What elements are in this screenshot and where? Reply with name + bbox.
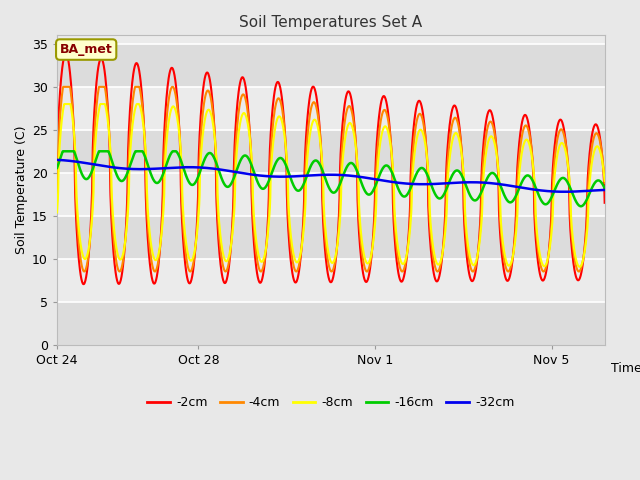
-2cm xyxy=(80,281,88,287)
-4cm xyxy=(53,198,61,204)
Bar xyxy=(57,87,605,130)
Bar xyxy=(57,173,605,216)
Line: -4cm: -4cm xyxy=(57,87,605,272)
-32cm xyxy=(467,180,475,185)
-16cm xyxy=(152,180,159,185)
-16cm xyxy=(261,185,269,191)
Bar xyxy=(57,259,605,301)
-4cm xyxy=(468,268,476,274)
-8cm xyxy=(601,178,609,184)
Title: Soil Temperatures Set A: Soil Temperatures Set A xyxy=(239,15,422,30)
-2cm xyxy=(212,159,220,165)
Line: -8cm: -8cm xyxy=(57,104,605,267)
-4cm xyxy=(60,84,67,90)
Y-axis label: Soil Temperature (C): Soil Temperature (C) xyxy=(15,126,28,254)
-4cm xyxy=(212,141,220,146)
-2cm xyxy=(601,200,609,205)
-4cm xyxy=(162,122,170,128)
-2cm xyxy=(163,96,170,101)
Line: -2cm: -2cm xyxy=(57,54,605,284)
-4cm xyxy=(152,268,159,274)
Bar xyxy=(57,44,605,87)
Line: -16cm: -16cm xyxy=(57,151,605,206)
-32cm xyxy=(211,166,219,172)
-8cm xyxy=(212,143,220,148)
-4cm xyxy=(540,269,547,275)
-8cm xyxy=(468,260,476,266)
-8cm xyxy=(53,210,61,216)
-32cm xyxy=(601,187,609,193)
-16cm xyxy=(162,163,170,168)
-16cm xyxy=(212,158,220,164)
-32cm xyxy=(152,166,159,171)
-8cm xyxy=(162,144,170,150)
-8cm xyxy=(152,257,159,263)
-4cm xyxy=(529,155,536,161)
-32cm xyxy=(261,173,269,179)
-4cm xyxy=(261,254,269,260)
Bar xyxy=(57,36,605,44)
Bar xyxy=(57,301,605,345)
-16cm xyxy=(529,178,536,183)
-2cm xyxy=(62,51,70,57)
Bar xyxy=(57,216,605,259)
-32cm xyxy=(528,186,536,192)
-4cm xyxy=(601,180,609,186)
-2cm xyxy=(529,164,537,169)
Legend: -2cm, -4cm, -8cm, -16cm, -32cm: -2cm, -4cm, -8cm, -16cm, -32cm xyxy=(142,391,520,414)
-16cm xyxy=(601,185,609,191)
-16cm xyxy=(53,165,61,171)
-32cm xyxy=(53,157,61,163)
-2cm xyxy=(53,166,61,171)
-2cm xyxy=(468,278,476,284)
-16cm xyxy=(577,204,584,209)
-32cm xyxy=(162,165,170,171)
-8cm xyxy=(261,251,269,256)
Text: BA_met: BA_met xyxy=(60,43,113,56)
Line: -32cm: -32cm xyxy=(57,160,605,192)
-8cm xyxy=(529,159,536,165)
-16cm xyxy=(59,148,67,154)
X-axis label: Time: Time xyxy=(611,361,640,374)
Bar xyxy=(57,130,605,173)
-32cm xyxy=(560,189,568,194)
-2cm xyxy=(262,252,269,258)
-8cm xyxy=(61,101,68,107)
-16cm xyxy=(468,195,476,201)
-2cm xyxy=(152,277,160,283)
-8cm xyxy=(576,264,584,270)
